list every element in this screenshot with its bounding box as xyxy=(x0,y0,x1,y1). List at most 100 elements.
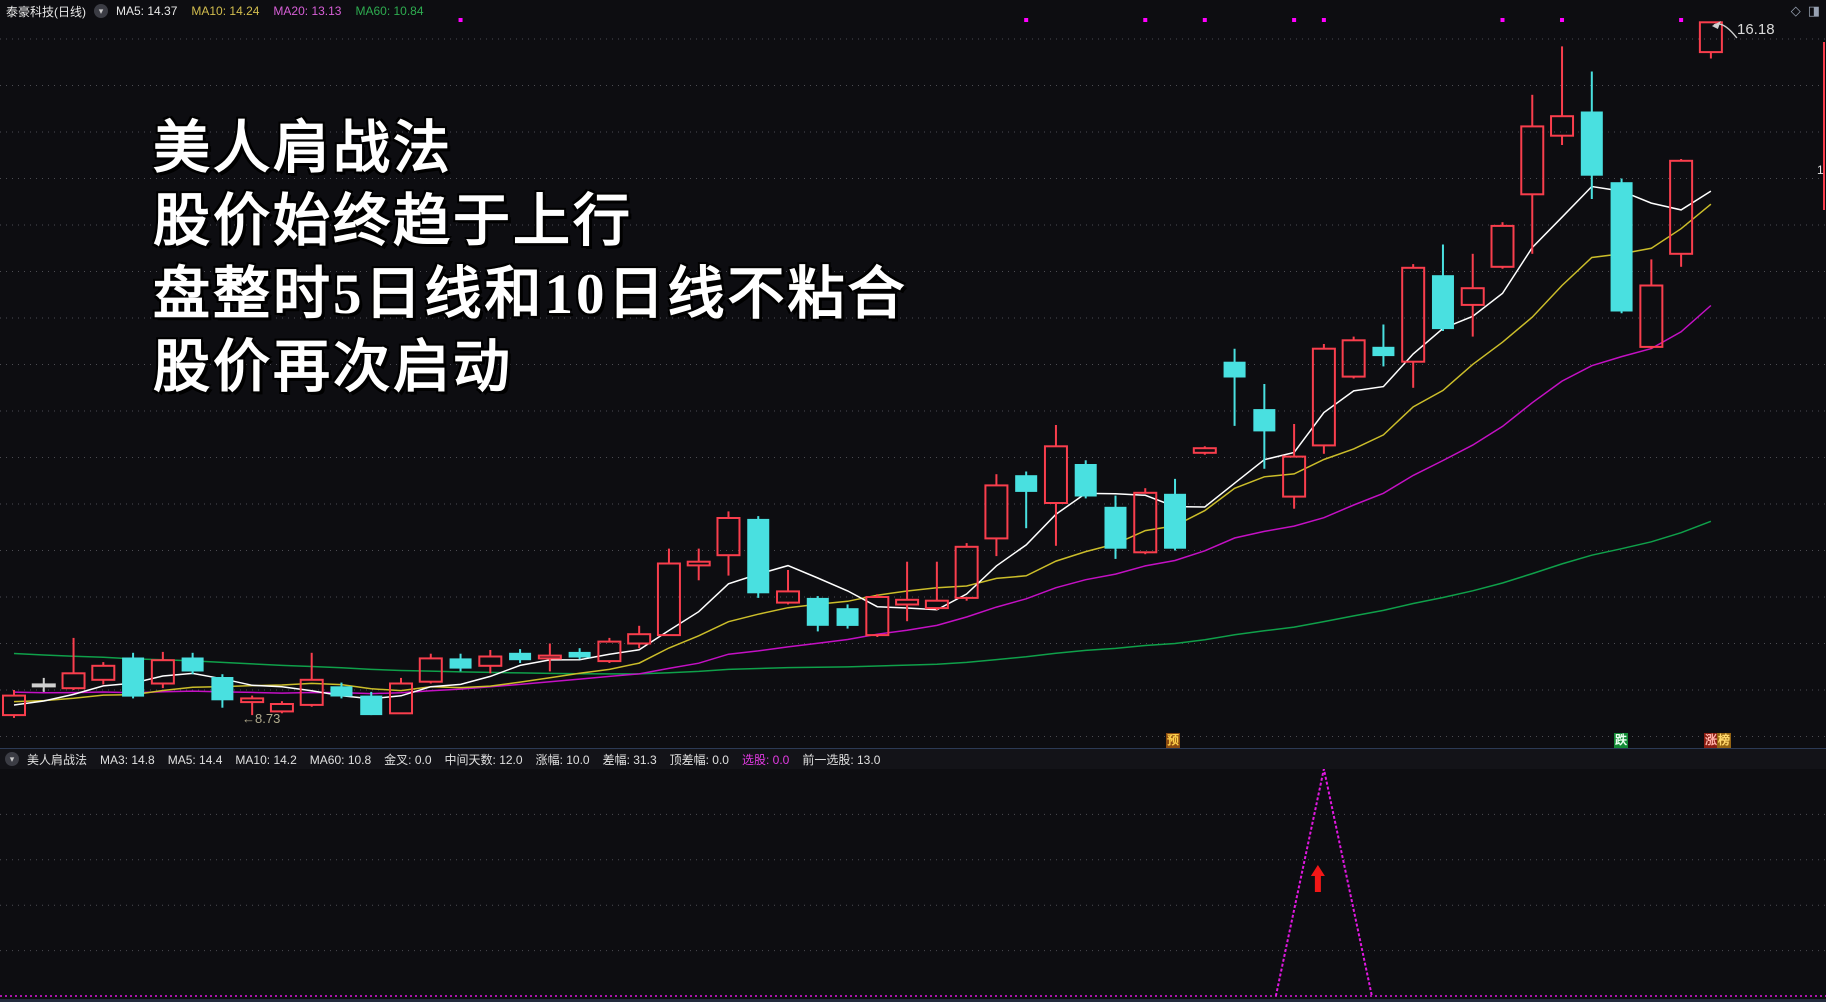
overlay-line: 股价始终趋于上行 xyxy=(153,190,633,253)
marker-badge-bang[interactable]: 榜 xyxy=(1717,733,1732,748)
signal-spike xyxy=(1274,768,1373,997)
signal-dot xyxy=(458,18,463,22)
candle-body-up xyxy=(1520,125,1545,196)
candle-body-down xyxy=(747,518,770,594)
signal-dot xyxy=(1560,18,1565,22)
candle-body-up xyxy=(1133,491,1158,554)
candle-body-up xyxy=(716,517,741,557)
ma-line-20 xyxy=(13,304,1712,695)
signal-dot xyxy=(1202,18,1207,22)
candle-body-down xyxy=(1372,346,1395,357)
price-low-label: ←8.73 xyxy=(242,711,281,726)
overlay-line: 盘整时5日线和10日线不粘合 xyxy=(153,263,908,326)
indicator-field-11: 前一选股: 13.0 xyxy=(802,752,881,767)
split-window-icon[interactable]: ◨ xyxy=(1807,3,1820,19)
stock-title: 泰豪科技(日线) xyxy=(6,4,86,19)
signal-dot xyxy=(1500,18,1505,22)
candle-body-up xyxy=(1669,159,1694,255)
candle-body-up xyxy=(627,633,652,645)
marker-badge-zhang[interactable]: 涨 xyxy=(1704,733,1719,748)
candle-body-down xyxy=(330,686,353,697)
candle-body-up xyxy=(478,655,503,667)
candle-body-up xyxy=(984,484,1009,540)
strategy-text-overlay: 美人肩战法 股价始终趋于上行 盘整时5日线和10日线不粘合 股价再次启动 xyxy=(153,112,908,404)
candle-body-up xyxy=(1460,287,1485,306)
chevron-down-icon[interactable]: ▾ xyxy=(94,4,108,18)
candle-body-up xyxy=(865,596,890,637)
topbar-ma-value-0: MA5: 14.37 xyxy=(116,4,178,18)
high-annotation-arrowhead xyxy=(1711,21,1721,29)
indicator-field-3: MA10: 14.2 xyxy=(235,752,297,767)
candle-body-down xyxy=(211,677,234,701)
candle-body-up xyxy=(269,703,294,713)
clipped-price-label: 1 xyxy=(1817,163,1824,177)
candle-body-up xyxy=(924,599,949,610)
candle-body-up xyxy=(1311,347,1336,447)
candle-body-up xyxy=(150,659,175,685)
candle-body-down xyxy=(1253,409,1276,432)
candle-body-down xyxy=(1223,361,1246,378)
candle-body-down xyxy=(1580,111,1603,176)
candle-body-down xyxy=(1074,464,1097,497)
topbar-ma-value-2: MA20: 13.13 xyxy=(273,4,342,18)
indicator-fields: 美人肩战法 MA3: 14.8 MA5: 14.4 MA10: 14.2 MA60: 1… xyxy=(27,751,893,768)
price-high-label: 16.18 xyxy=(1737,21,1775,38)
candle-body-down xyxy=(1104,506,1127,549)
candle-body-up xyxy=(954,545,979,599)
signal-dot xyxy=(1292,18,1297,22)
candle-body-down xyxy=(360,695,383,716)
candle-body-up xyxy=(656,562,681,637)
candle-body-up xyxy=(240,697,265,704)
indicator-field-2: MA5: 14.4 xyxy=(167,752,223,767)
candle-body-up xyxy=(537,654,562,660)
candle-body-down xyxy=(1610,182,1633,312)
candle-body-up xyxy=(1639,284,1664,348)
candle-body-down xyxy=(1164,493,1187,549)
window-icons: ◇ ◨ xyxy=(1791,5,1820,18)
signal-dot xyxy=(1143,18,1148,22)
ma-line-60 xyxy=(13,520,1712,675)
overlay-line: 股价再次启动 xyxy=(153,336,513,399)
signal-dot xyxy=(1024,18,1029,22)
marker-badge-die[interactable]: 跌 xyxy=(1614,733,1629,748)
candle-body-down xyxy=(836,608,859,626)
signal-dot xyxy=(1321,18,1326,22)
marker-badge-yujing[interactable]: 预 xyxy=(1166,733,1181,748)
indicator-bar: ▾ 美人肩战法 MA3: 14.8 MA5: 14.4 MA10: 14.2 MA60:… xyxy=(0,748,1826,769)
candle-body-down xyxy=(806,597,829,626)
candle-body-up xyxy=(895,598,920,606)
indicator-field-5: 金叉: 0.0 xyxy=(384,752,432,767)
candle-body-up xyxy=(31,683,56,688)
candle-body-up xyxy=(418,657,443,683)
buy-signal-arrow xyxy=(1310,865,1325,892)
indicator-field-1: MA3: 14.8 xyxy=(100,752,155,767)
ma-line-5 xyxy=(13,185,1712,706)
candle-body-up xyxy=(1401,266,1426,363)
candle-body-up xyxy=(1341,339,1366,378)
candle-body-down xyxy=(1431,275,1454,330)
indicator-field-8: 差幅: 31.3 xyxy=(602,752,657,767)
indicator-field-10: 选股: 0.0 xyxy=(741,752,790,767)
chevron-down-icon[interactable]: ▾ xyxy=(5,752,19,766)
candle-body-down xyxy=(509,652,532,661)
candle-body-up xyxy=(1282,455,1307,498)
overlay-line: 美人肩战法 xyxy=(153,117,453,180)
candle-body-up xyxy=(1043,445,1068,504)
topbar-ma-value-3: MA60: 10.84 xyxy=(355,4,424,18)
candle-body-down xyxy=(449,658,472,669)
candle-body-up xyxy=(776,590,801,604)
candle-body-down xyxy=(1015,475,1038,492)
indicator-field-4: MA60: 10.8 xyxy=(309,752,372,767)
indicator-field-0: 美人肩战法 xyxy=(27,752,88,767)
candle-body-up xyxy=(686,560,711,567)
diamond-layout-icon[interactable]: ◇ xyxy=(1790,3,1801,19)
candle-body-down xyxy=(568,651,591,658)
indicator-field-6: 中间天数: 12.0 xyxy=(444,752,523,767)
bottom-border xyxy=(0,999,1826,1002)
candle-body-up xyxy=(2,694,26,717)
topbar-ma-value-1: MA10: 14.24 xyxy=(191,4,260,18)
candle-body-up xyxy=(1550,115,1575,137)
indicator-field-9: 顶差幅: 0.0 xyxy=(669,752,729,767)
